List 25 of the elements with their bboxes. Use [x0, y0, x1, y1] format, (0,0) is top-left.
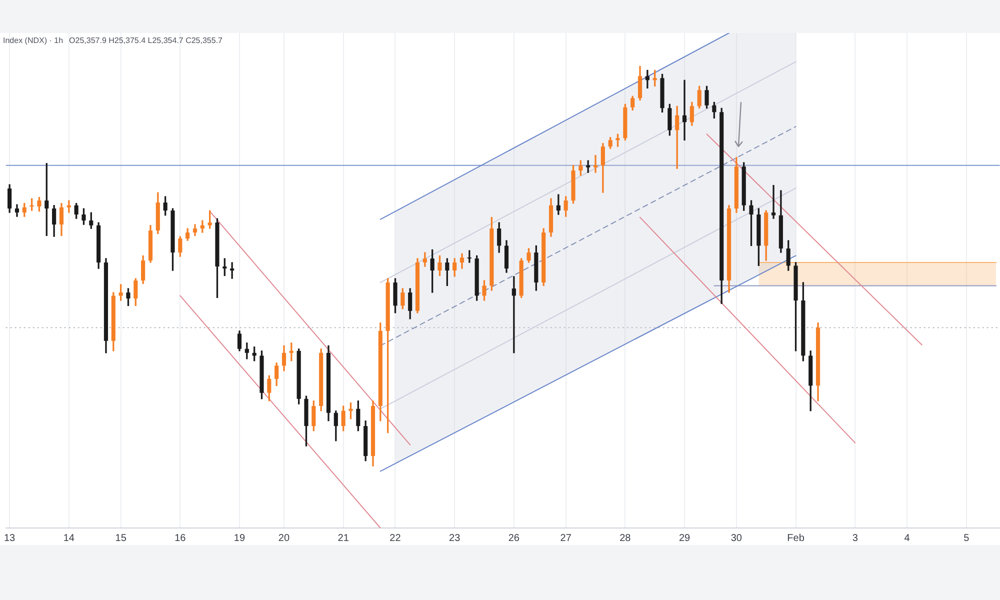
x-tick-label: 26 [508, 532, 520, 544]
candlestick [230, 262, 234, 279]
chart-title: Index (NDX) · 1h [3, 36, 64, 45]
candlestick [645, 70, 650, 89]
x-tick-label: 30 [730, 532, 742, 544]
x-tick-label: 23 [449, 532, 461, 544]
x-tick-label: 27 [560, 532, 572, 544]
x-tick-label: 14 [63, 532, 75, 544]
x-tick-label: 22 [390, 532, 402, 544]
x-tick-label: 13 [4, 532, 16, 544]
x-tick-label: 5 [964, 532, 970, 544]
x-tick-label: 19 [234, 532, 246, 544]
x-tick-label: 20 [278, 532, 290, 544]
x-tick-label: 16 [174, 532, 186, 544]
x-tick-label: Feb [787, 532, 805, 544]
x-tick-label: 15 [115, 532, 127, 544]
x-tick-label: 21 [338, 532, 350, 544]
chart-subtitle: O25,357.9 H25,375.4 L25,354.7 C25,355.7 [69, 36, 222, 45]
x-tick-label: 28 [620, 532, 632, 544]
x-tick-label: 29 [678, 532, 691, 544]
x-tick-label: 4 [904, 532, 910, 544]
candlestick [682, 80, 687, 140]
candlestick [593, 155, 598, 173]
candlestick [771, 185, 776, 219]
x-tick-label: 3 [852, 532, 858, 544]
